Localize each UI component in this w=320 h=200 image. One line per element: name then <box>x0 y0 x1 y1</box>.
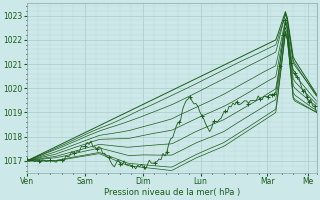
X-axis label: Pression niveau de la mer( hPa ): Pression niveau de la mer( hPa ) <box>104 188 240 197</box>
